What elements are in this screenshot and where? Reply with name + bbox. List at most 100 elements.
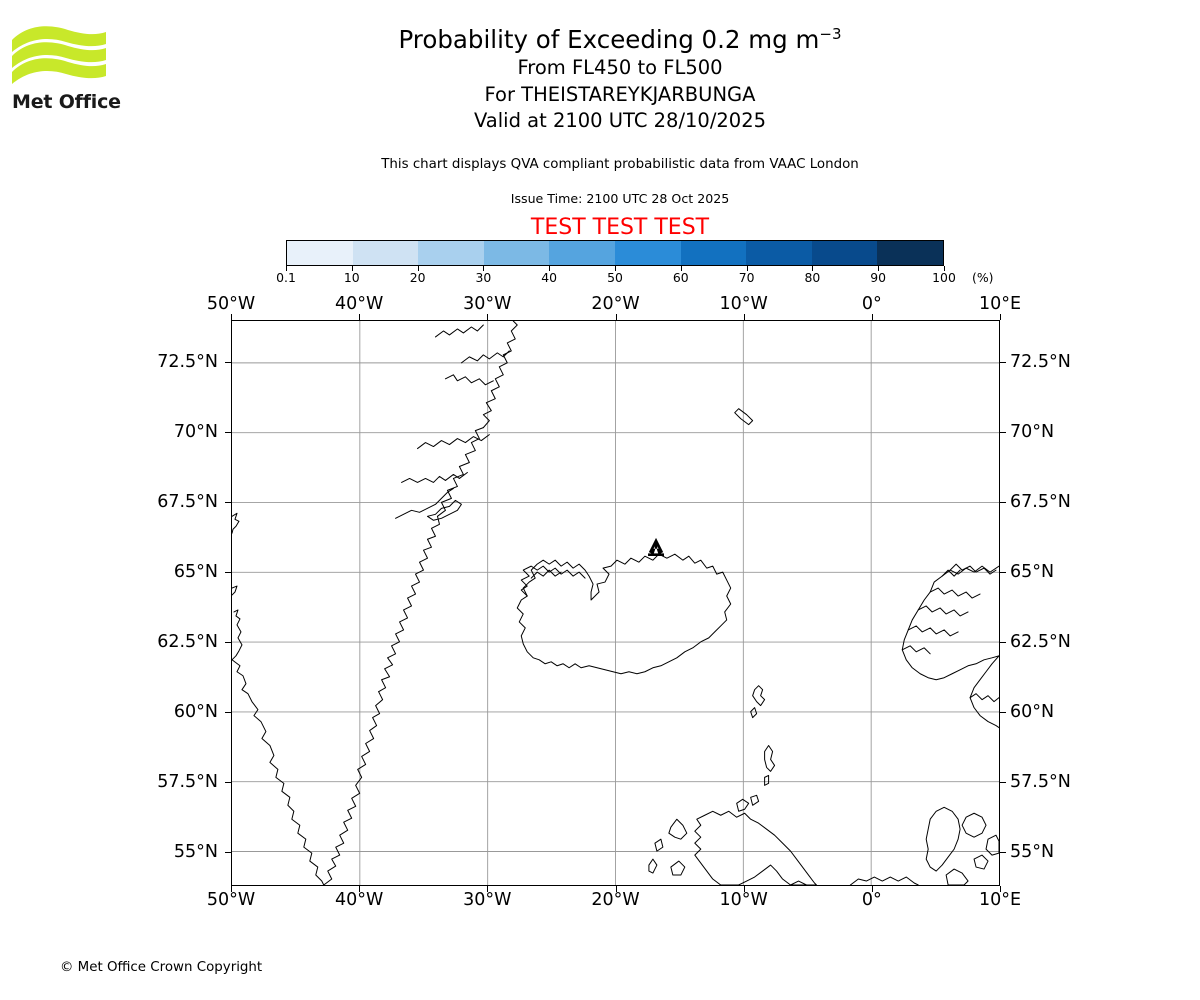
lat-label-left-70°N: 70°N — [173, 422, 218, 443]
lat-tick-right-70°N — [1000, 432, 1006, 434]
colorbar-segment-7 — [746, 241, 812, 265]
colorbar-tick-label-20: 20 — [409, 270, 426, 285]
lon-label-top-40°W: 40°W — [334, 294, 384, 314]
lat-tick-right-57.5°N — [1000, 782, 1006, 784]
lon-label-bottom-10°E: 10°E — [978, 890, 1022, 910]
lat-tick-right-65°N — [1000, 572, 1006, 574]
lat-tick-right-55°N — [1000, 852, 1006, 854]
lon-tick-top-10°E — [1000, 314, 1001, 320]
lat-tick-right-72.5°N — [1000, 362, 1006, 364]
colorbar-units-label: (%) — [972, 270, 994, 285]
colorbar-segment-5 — [614, 241, 681, 265]
colorbar-tick-label-70: 70 — [738, 270, 755, 285]
lat-tick-right-67.5°N — [1000, 502, 1006, 504]
lat-tick-left-60°N — [225, 712, 231, 714]
lon-label-bottom-30°W: 30°W — [463, 890, 512, 910]
colorbar-tick-label-100: 100 — [932, 270, 956, 285]
lon-tick-top-0° — [871, 314, 873, 320]
colorbar-tick-label-30: 30 — [475, 270, 492, 285]
colorbar-tick-label-90: 90 — [870, 270, 887, 285]
page-title-text: Probability of Exceeding 0.2 mg m — [398, 25, 820, 54]
colorbar-segment-9 — [877, 241, 943, 265]
lat-label-left-62.5°N: 62.5°N — [157, 632, 218, 653]
colorbar-tick-label-10: 10 — [343, 270, 360, 285]
lat-label-right-57.5°N: 57.5°N — [1010, 772, 1071, 793]
lon-tick-bottom-10°E — [1000, 886, 1001, 892]
lon-tick-bottom-20°W — [615, 886, 617, 892]
lat-tick-left-57.5°N — [225, 782, 231, 784]
colorbar-segment-2 — [418, 241, 484, 265]
test-banner: TEST TEST TEST — [530, 215, 710, 240]
colorbar-tick-label-60: 60 — [672, 270, 689, 285]
map-gridlines — [232, 321, 999, 885]
lat-label-right-72.5°N: 72.5°N — [1010, 352, 1071, 373]
lat-tick-right-60°N — [1000, 712, 1006, 714]
lon-label-top-30°W: 30°W — [463, 294, 512, 314]
page-title-exponent: −3 — [819, 24, 842, 43]
met-office-logo: Met Office — [10, 22, 190, 117]
lon-tick-top-20°W — [615, 314, 617, 320]
lon-label-bottom-10°W: 10°W — [719, 890, 768, 910]
map-plot-area[interactable] — [231, 320, 1000, 886]
chart-title-block: Probability of Exceeding 0.2 mg m−3 From… — [180, 25, 1060, 135]
lat-label-right-70°N: 70°N — [1010, 422, 1055, 443]
lon-tick-top-10°W — [743, 314, 745, 320]
page-title: Probability of Exceeding 0.2 mg m−3 — [180, 25, 1060, 55]
lon-label-top-10°E: 10°E — [978, 294, 1022, 314]
lon-tick-top-40°W — [359, 314, 361, 320]
lon-label-top-0°: 0° — [861, 294, 882, 314]
lon-tick-bottom-50°W — [231, 886, 232, 892]
issue-time-line: Issue Time: 2100 UTC 28 Oct 2025 — [510, 191, 730, 206]
lon-label-top-20°W: 20°W — [591, 294, 640, 314]
lon-tick-bottom-30°W — [487, 886, 489, 892]
colorbar-segment-6 — [680, 241, 747, 265]
volcano-marker-group[interactable] — [648, 537, 665, 556]
colorbar-segments — [286, 240, 944, 266]
lat-label-left-65°N: 65°N — [173, 562, 218, 583]
lat-tick-right-62.5°N — [1000, 642, 1006, 644]
colorbar-segment-4 — [549, 241, 615, 265]
lat-label-left-55°N: 55°N — [173, 842, 218, 863]
lat-label-right-67.5°N: 67.5°N — [1010, 492, 1071, 513]
colorbar-tick-label-40: 40 — [541, 270, 558, 285]
colorbar-tick-labels: 0.1 10 20 30 40 50 60 70 80 90 100 — [276, 270, 956, 286]
lon-label-top-50°W: 50°W — [206, 294, 256, 314]
lat-tick-left-55°N — [225, 852, 231, 854]
lat-tick-left-70°N — [225, 432, 231, 434]
lon-label-bottom-0°: 0° — [861, 890, 882, 910]
lat-label-left-67.5°N: 67.5°N — [157, 492, 218, 513]
colorbar-segment-0 — [287, 241, 353, 265]
lon-tick-top-50°W — [231, 314, 232, 320]
met-office-logo-text: Met Office — [12, 91, 121, 113]
lon-tick-top-30°W — [487, 314, 489, 320]
met-office-wave-logo-icon — [12, 26, 106, 84]
valid-time-line: Valid at 2100 UTC 28/10/2025 — [473, 109, 767, 132]
lat-label-right-65°N: 65°N — [1010, 562, 1055, 583]
lat-label-right-55°N: 55°N — [1010, 842, 1055, 863]
lon-label-bottom-50°W: 50°W — [206, 890, 256, 910]
lon-label-bottom-20°W: 20°W — [591, 890, 640, 910]
lat-tick-left-72.5°N — [225, 362, 231, 364]
copyright-notice: © Met Office Crown Copyright — [60, 960, 263, 975]
lon-tick-bottom-40°W — [359, 886, 361, 892]
colorbar-tick-label-80: 80 — [804, 270, 821, 285]
lat-label-right-62.5°N: 62.5°N — [1010, 632, 1071, 653]
colorbar-segment-1 — [352, 241, 419, 265]
qva-compliance-note: This chart displays QVA compliant probab… — [381, 157, 859, 172]
lat-label-left-72.5°N: 72.5°N — [157, 352, 218, 373]
colorbar-tick-label-50: 50 — [607, 270, 623, 285]
lat-label-left-60°N: 60°N — [173, 702, 218, 723]
lat-tick-left-62.5°N — [225, 642, 231, 644]
flight-level-line: From FL450 to FL500 — [517, 56, 723, 79]
volcano-marker-icon[interactable] — [648, 537, 665, 556]
lon-tick-bottom-10°W — [743, 886, 745, 892]
lat-tick-left-65°N — [225, 572, 231, 574]
colorbar-segment-8 — [811, 241, 878, 265]
lon-label-bottom-40°W: 40°W — [334, 890, 384, 910]
lat-tick-left-67.5°N — [225, 502, 231, 504]
coastlines — [232, 321, 999, 885]
lon-tick-bottom-0° — [871, 886, 873, 892]
colorbar-tick-label-0.1: 0.1 — [276, 270, 296, 285]
lat-label-right-60°N: 60°N — [1010, 702, 1055, 723]
volcano-name-line: For THEISTAREYKJARBUNGA — [484, 82, 756, 106]
